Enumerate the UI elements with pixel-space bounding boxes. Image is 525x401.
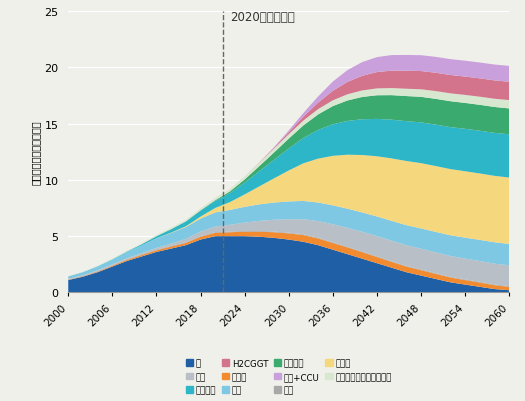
Y-axis label: 中國發電量（千太瓦時）: 中國發電量（千太瓦時） [30,120,40,184]
Legend: 煤, 核能, 在岸風能, H2CGGT, 天然氣, 水電, 海上風能, 煤炭+CCU, 石油, 太陽能, 其他（生物質能、地熱）: 煤, 核能, 在岸風能, H2CGGT, 天然氣, 水電, 海上風能, 煤炭+C… [186,359,392,394]
Text: 2020年高盛預計: 2020年高盛預計 [230,11,295,24]
